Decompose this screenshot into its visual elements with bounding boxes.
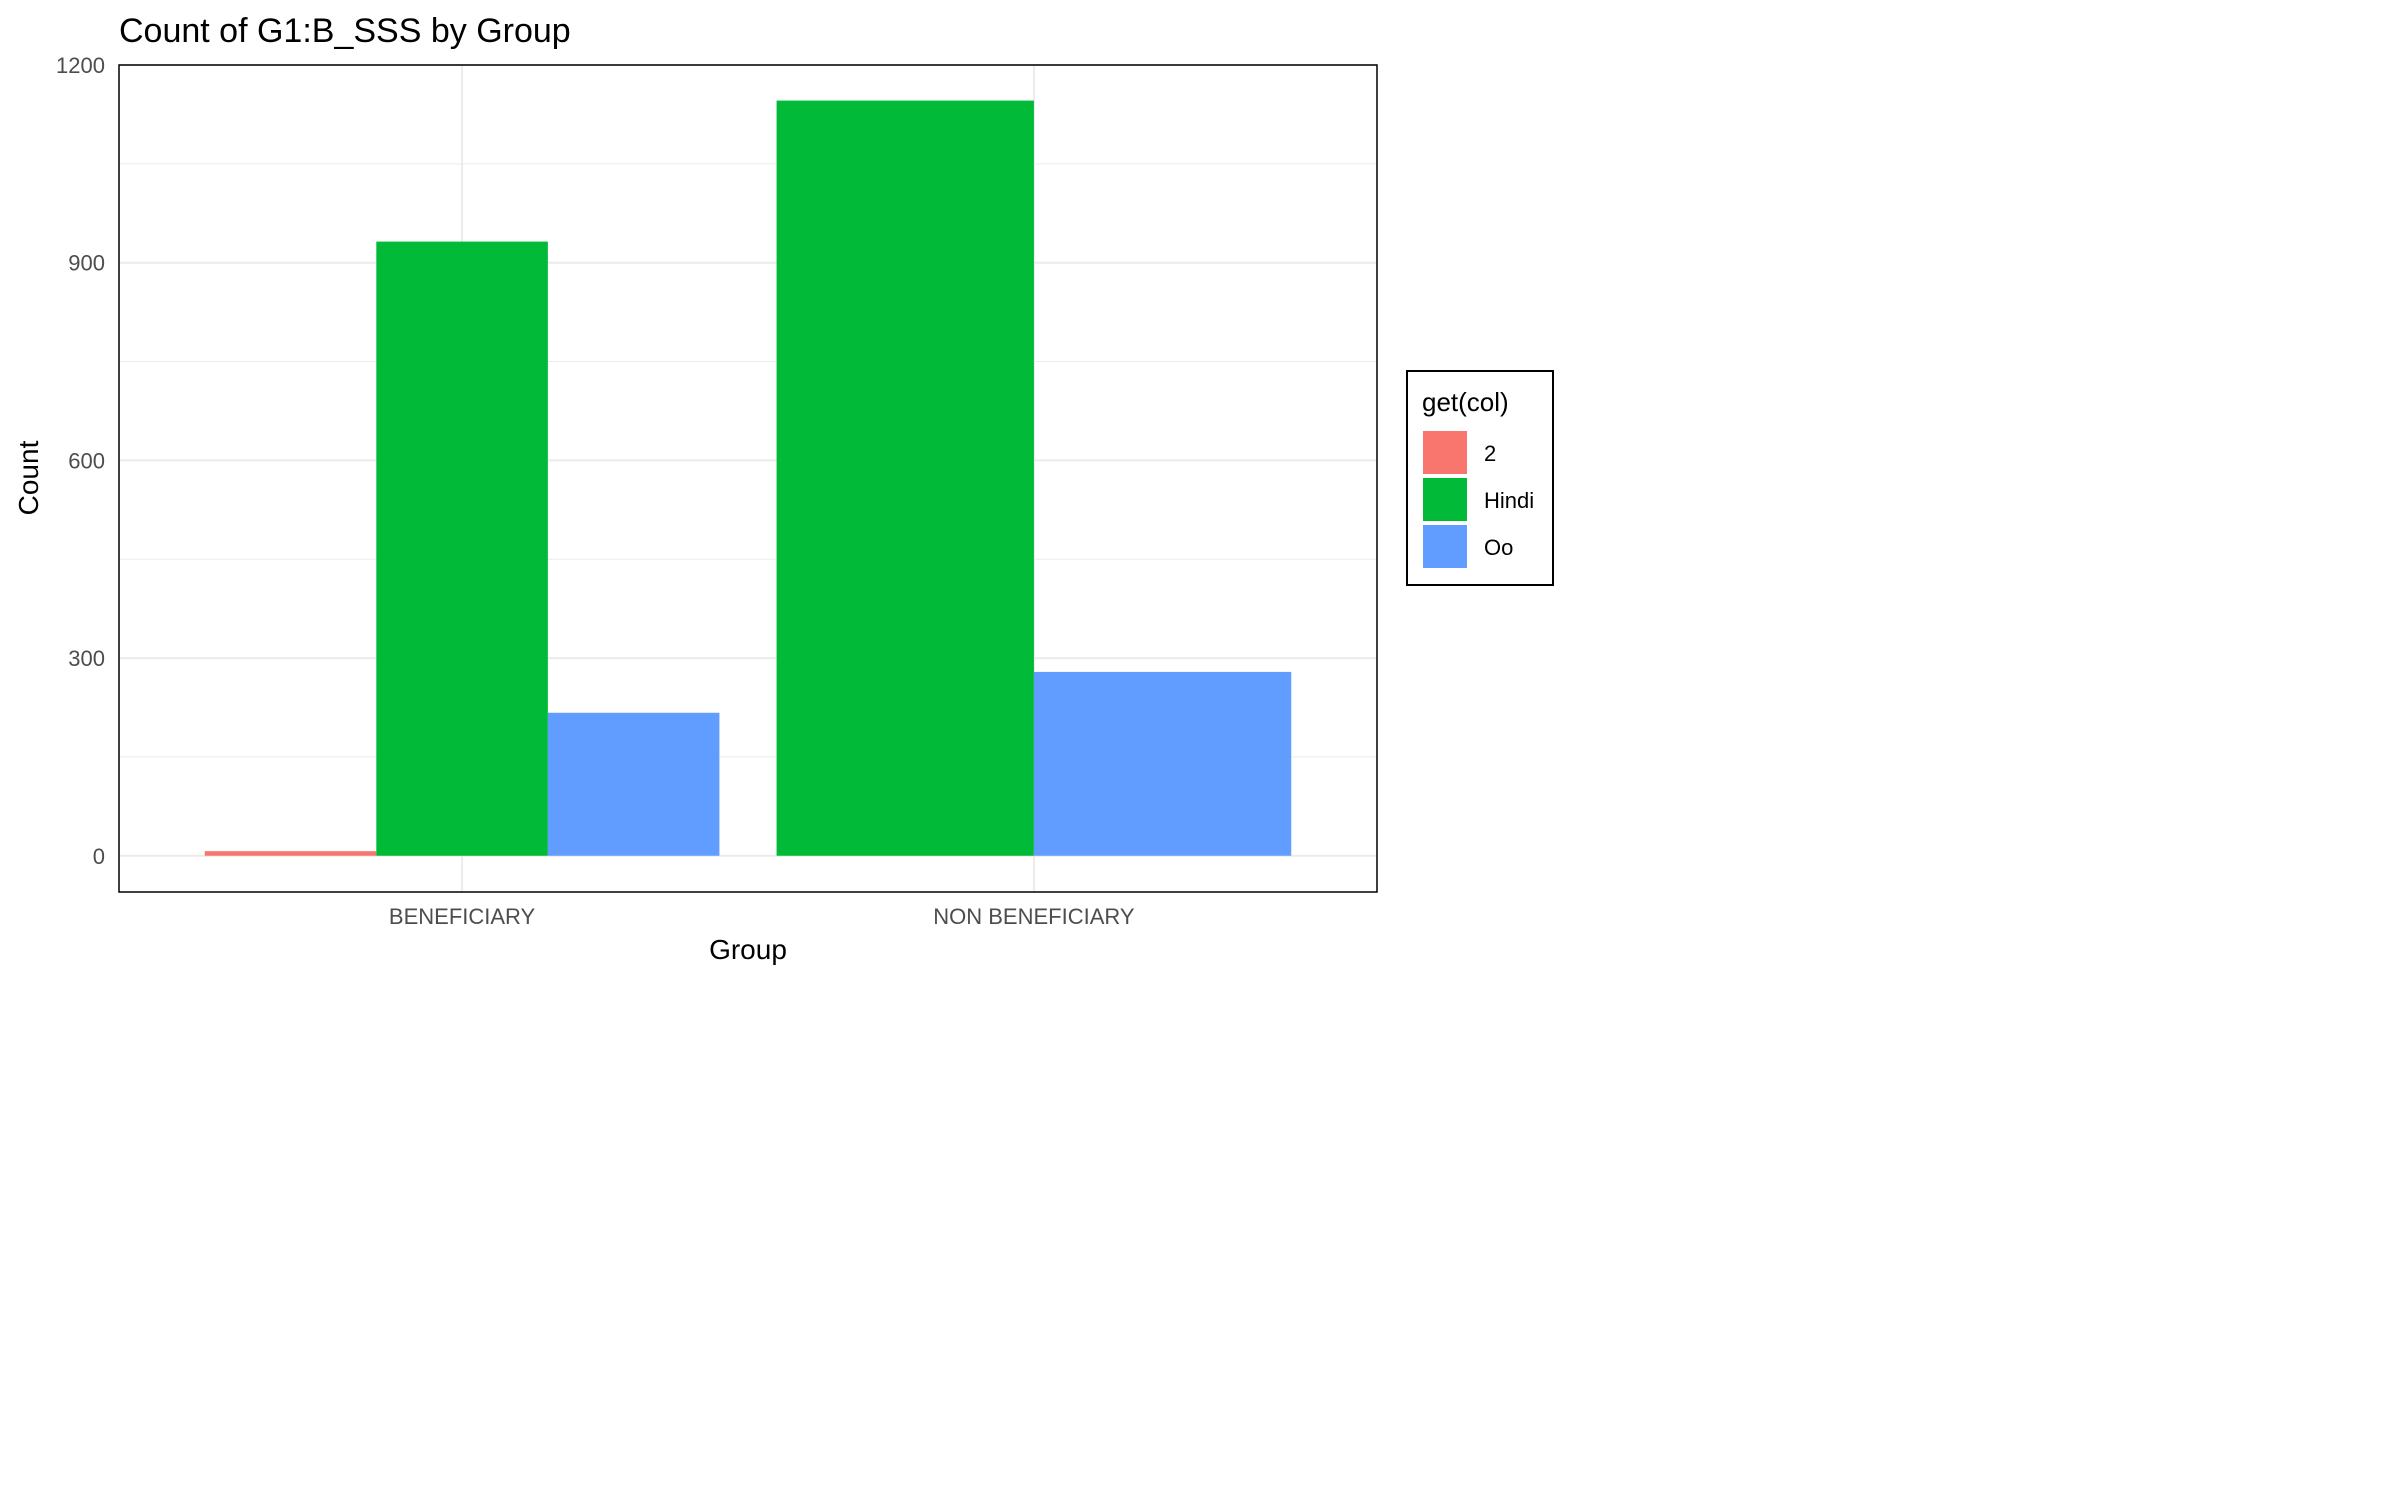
legend-label: 2 [1484, 441, 1496, 466]
y-tick-label: 1200 [56, 53, 105, 78]
x-axis-ticks: BENEFICIARY NON BENEFICIARY [389, 904, 1135, 929]
bar-chart: Count of G1:B_SSS by Group 0 300 600 900 120… [13, 12, 1554, 965]
legend-key-2 [1423, 431, 1467, 474]
y-tick-label: 0 [93, 844, 105, 869]
legend-title: get(col) [1422, 387, 1509, 417]
x-tick-label: NON BENEFICIARY [933, 904, 1135, 929]
y-tick-label: 900 [68, 251, 105, 276]
y-axis-ticks: 0 300 600 900 1200 [56, 53, 105, 869]
x-axis-title: Group [709, 934, 787, 965]
bar-beneficiary-oo [547, 712, 720, 856]
legend: get(col) 2 Hindi Oo [1406, 370, 1554, 586]
y-tick-label: 600 [68, 448, 105, 473]
legend-label: Oo [1484, 535, 1513, 560]
bars [204, 100, 1292, 856]
bar-beneficiary-hindi [376, 241, 548, 856]
y-tick-label: 300 [68, 646, 105, 671]
chart-title: Count of G1:B_SSS by Group [119, 12, 571, 50]
y-axis-title: Count [13, 440, 44, 515]
legend-key-hindi [1423, 478, 1467, 521]
legend-key-oo [1423, 525, 1467, 568]
x-tick-label: BENEFICIARY [389, 904, 536, 929]
panel-border [118, 64, 1378, 893]
bar-non-beneficiary-oo [1033, 671, 1292, 856]
bar-non-beneficiary-hindi [776, 100, 1034, 856]
legend-label: Hindi [1484, 488, 1534, 513]
bar-beneficiary-2 [204, 851, 377, 856]
